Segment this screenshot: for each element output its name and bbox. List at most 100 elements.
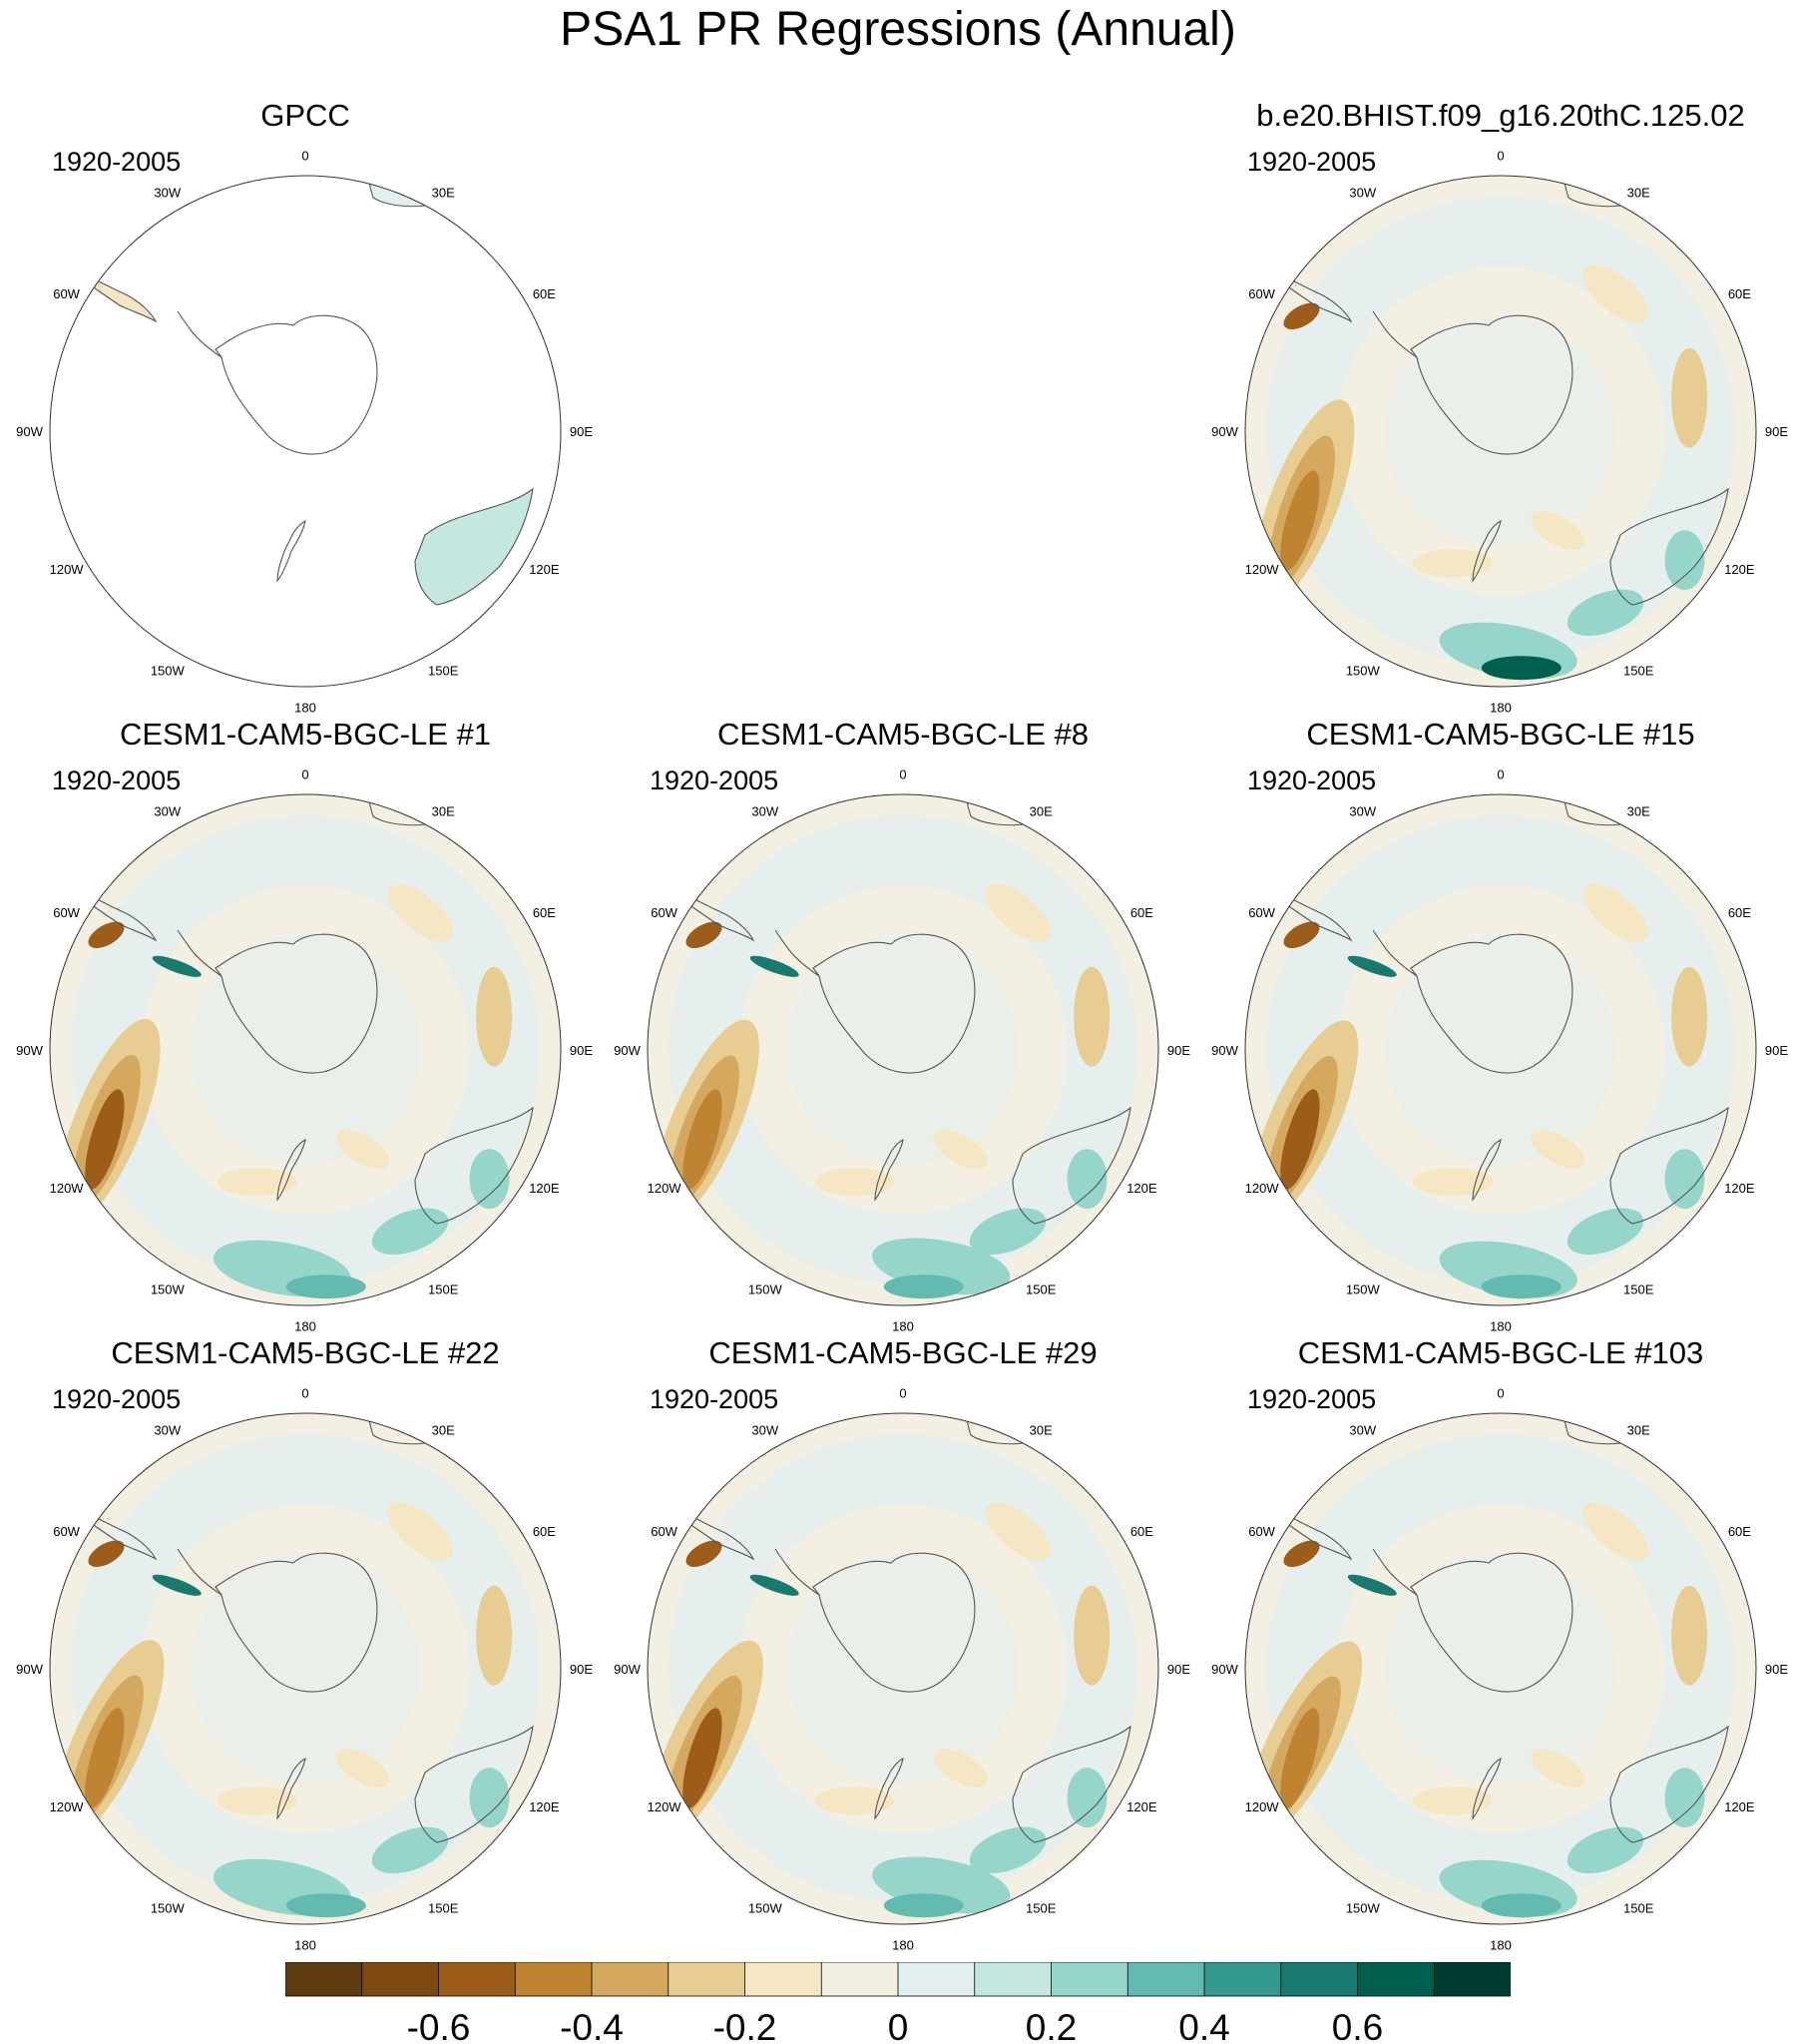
map-panel-le-8: CESM1-CAM5-BGC-LE #8 1920-2005 0 30E 60E 90… [604,715,1202,1333]
madagascar-coast [474,822,492,845]
map-panel-le-103: CESM1-CAM5-BGC-LE #103 1920-2005 0 30E 60E… [1201,1333,1796,1952]
longitude-label: 30W [751,1423,778,1438]
negative-anomaly [85,1089,125,1190]
longitude-label: 60W [1248,286,1275,301]
longitude-label: 180 [1490,701,1512,716]
longitude-label: 0 [1497,149,1504,164]
colorbar-swatch [897,1962,976,1997]
weak-anomaly [814,1787,895,1815]
colorbar-label: 0.2 [1026,2007,1077,2044]
longitude-label: 120W [1245,562,1280,577]
positive-anomaly [1481,1893,1562,1918]
negative-anomaly [85,1708,125,1808]
map-panel-le-29: CESM1-CAM5-BGC-LE #29 1920-2005 0 30E 60E 9… [604,1333,1202,1952]
longitude-label: 120E [1724,1799,1755,1814]
longitude-label: 60E [533,1524,556,1539]
polar-map: 0 30E 60E 90E 120E 150E 180 150W 120W 90W 60W 30W [1211,1386,1788,1953]
weak-anomaly [217,1787,297,1815]
positive-anomaly [883,1893,964,1918]
longitude-label: 90E [1167,1043,1190,1058]
longitude-label: 30E [432,186,455,201]
longitude-label: 60W [53,1524,80,1539]
australia-coast [1609,1725,1729,1843]
longitude-label: 180 [892,1938,914,1953]
panel-period: 1920-2005 [52,766,182,795]
madagascar-coast [1669,1441,1687,1464]
polar-cap [787,1553,1019,1785]
colorbar-swatch [514,1962,593,1997]
map-border [49,793,562,1306]
positive-anomaly [1664,1149,1705,1210]
antarctica-coast [215,314,378,455]
longitude-label: 120W [1245,1181,1280,1196]
new-zealand-coast [1472,520,1502,583]
positive-anomaly [469,1149,510,1210]
positive-anomaly [285,1893,366,1918]
colorbar-label: -0.2 [713,2007,777,2044]
map-border [49,1412,562,1925]
negative-anomaly [682,1089,722,1190]
longitude-label: 30W [1349,1423,1376,1438]
longitude-label: 150W [1346,1281,1381,1296]
longitude-label: 60E [1130,1524,1153,1539]
negative-anomaly [1283,302,1320,330]
antarctica-coast [812,1552,976,1693]
polar-map: 0 30E 60E 90E 120E 150E 180 150W 120W 90W 60W 30W [1211,767,1788,1334]
new-zealand-coast [874,1758,904,1820]
south-america-coast [50,871,158,942]
longitude-label: 0 [301,767,308,782]
polar-cap [190,934,421,1166]
drake-passage-anomaly [749,955,799,977]
longitude-label: 120E [1724,562,1755,577]
drake-passage-anomaly [152,955,202,977]
polar-cap [190,1553,421,1785]
madagascar-coast [1072,822,1090,845]
drake-passage-anomaly [1347,1574,1397,1596]
longitude-label: 60E [1130,905,1153,920]
longitude-label: 90W [614,1043,641,1058]
longitude-label: 90W [1211,1662,1238,1677]
south-america-coast [1245,871,1353,942]
negative-anomaly [1283,1540,1320,1568]
polar-map: 0 30E 60E 90E 120E 150E 180 150W 120W 90W 60W 30W [614,767,1190,1334]
madagascar-coast [474,204,492,227]
colorbar-swatch [1126,1962,1205,1997]
longitude-label: 150E [1623,663,1654,678]
longitude-label: 120E [1724,1181,1755,1196]
antarctica-coast [215,1552,378,1693]
south-america-coast [50,1490,158,1561]
weak-anomaly [1582,883,1648,942]
weak-anomaly [933,1749,988,1788]
new-zealand-coast [276,520,306,583]
longitude-label: 180 [294,701,316,716]
peninsula-coast [1372,929,1418,977]
map-panel-le-15: CESM1-CAM5-BGC-LE #15 1920-2005 0 30E 60E 9… [1201,715,1796,1333]
weak-anomaly [217,1168,297,1197]
australia-coast [1609,1106,1729,1225]
weak-anomaly [1412,1168,1493,1197]
longitude-label: 60W [1248,905,1275,920]
positive-anomaly [371,1208,449,1256]
longitude-label: 120W [1245,1799,1280,1814]
antarctica-coast [1410,933,1573,1074]
longitude-label: 120W [648,1799,682,1814]
polar-map: 0 30E 60E 90E 120E 150E 180 150W 120W 90W 60W 30W [16,149,593,716]
longitude-label: 120E [529,1181,560,1196]
panel-title: CESM1-CAM5-BGC-LE #15 [1306,717,1695,752]
australia-coast [1012,1106,1131,1225]
colorbar-swatch [1433,1962,1511,1997]
longitude-label: 150E [428,663,459,678]
panel-title: CESM1-CAM5-BGC-LE #29 [708,1335,1098,1370]
weak-anomaly [1074,966,1111,1067]
negative-anomaly [88,1540,125,1568]
positive-anomaly [1067,1149,1108,1210]
negative-anomaly [685,1540,722,1568]
longitude-label: 150W [748,1900,783,1915]
positive-anomaly [1664,1768,1705,1828]
longitude-label: 120W [50,1799,85,1814]
drake-passage-anomaly [749,1574,799,1596]
colorbar-swatch [438,1962,517,1997]
longitude-label: 0 [301,1386,308,1401]
map-border [1244,175,1757,688]
polar-map: 0 30E 60E 90E 120E 150E 180 150W 120W 90W 60W 30W [1211,149,1788,716]
